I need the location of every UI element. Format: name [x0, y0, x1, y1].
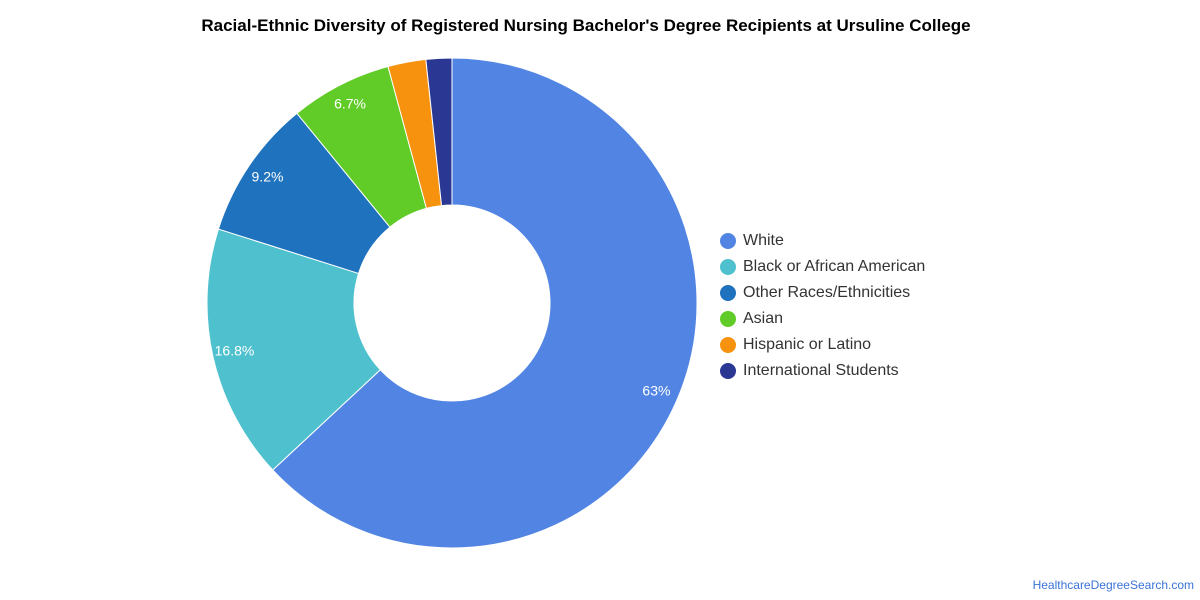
slice-labels: 63% 16.8% 9.2% 6.7%: [215, 95, 671, 398]
legend-label: International Students: [743, 362, 899, 379]
legend-swatch: [720, 363, 736, 379]
slice-international-students[interactable]: [425, 57, 453, 207]
slice-label: 16.8%: [215, 343, 255, 359]
legend-item[interactable]: Other Races/Ethnicities: [720, 280, 925, 306]
slice-white[interactable]: [272, 57, 698, 549]
legend-swatch: [720, 337, 736, 353]
legend-item[interactable]: International Students: [720, 358, 925, 384]
legend-swatch: [720, 285, 736, 301]
legend-label: Black or African American: [743, 258, 926, 275]
slice-label: 63%: [642, 383, 670, 399]
legend-label: Asian: [743, 310, 784, 327]
slice-black-or-african-american[interactable]: [206, 228, 382, 471]
chart-title: Racial-Ethnic Diversity of Registered Nu…: [201, 16, 971, 35]
legend-swatch: [720, 233, 736, 249]
legend-label: White: [743, 232, 784, 249]
donut-slices: [206, 57, 698, 549]
legend-label: Other Races/Ethnicities: [743, 284, 911, 301]
legend-item[interactable]: White: [720, 228, 925, 254]
legend-swatch: [720, 259, 736, 275]
slice-label: 6.7%: [334, 95, 366, 111]
slice-label: 9.2%: [252, 169, 284, 185]
chart-legend: White Black or African American Other Race…: [720, 228, 925, 384]
legend-label: Hispanic or Latino: [743, 336, 872, 353]
legend-item[interactable]: Black or African American: [720, 254, 925, 280]
legend-item[interactable]: Asian: [720, 306, 925, 332]
source-link[interactable]: HealthcareDegreeSearch.com: [1032, 578, 1194, 592]
legend-swatch: [720, 311, 736, 327]
legend-item[interactable]: Hispanic or Latino: [720, 332, 925, 358]
